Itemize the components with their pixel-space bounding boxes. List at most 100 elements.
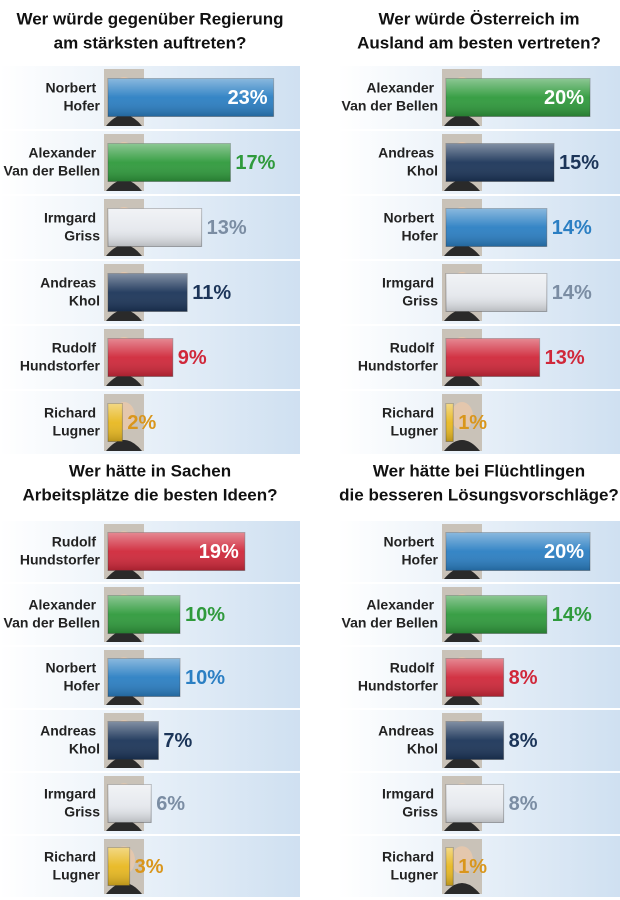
- value-label: 8%: [509, 793, 538, 815]
- bar-gloss: [446, 847, 454, 886]
- value-label: 1%: [458, 412, 487, 434]
- value-label: 10%: [185, 667, 225, 689]
- photo-body: [106, 820, 142, 831]
- photo-body: [444, 820, 480, 831]
- photo-body: [106, 180, 142, 191]
- chart-title: Ausland am besten vertreten?: [357, 33, 601, 52]
- photo-body: [444, 245, 480, 256]
- bar-gloss: [108, 208, 202, 247]
- chart-title: Wer hätte in Sachen: [69, 461, 231, 480]
- bar-gloss: [446, 78, 590, 117]
- candidate-name: Andreas Khol: [378, 722, 438, 756]
- bar-gloss: [446, 208, 547, 247]
- bar-gloss: [446, 403, 454, 442]
- candidate-name: Richard Lugner: [382, 848, 439, 882]
- value-label: 10%: [185, 604, 225, 626]
- candidate-name: Rudolf Hundstorfer: [358, 339, 439, 373]
- photo-body: [106, 568, 142, 579]
- value-label: 14%: [552, 282, 592, 304]
- candidate-name: Norbert Hofer: [384, 533, 439, 567]
- value-label: 20%: [544, 87, 584, 109]
- candidate-name: Rudolf Hundstorfer: [20, 533, 101, 567]
- candidate-name: Alexander Van der Bellen: [4, 596, 100, 630]
- bar-gloss: [446, 532, 590, 571]
- bar-gloss: [446, 595, 547, 634]
- bar-gloss: [446, 784, 504, 823]
- bar-gloss: [446, 273, 547, 312]
- value-label: 14%: [552, 217, 592, 239]
- photo-body: [106, 115, 142, 126]
- value-label: 8%: [509, 667, 538, 689]
- value-label: 20%: [544, 541, 584, 563]
- chart-title: Arbeitsplätze die besten Ideen?: [22, 485, 277, 504]
- row-background: [0, 391, 300, 454]
- photo-body: [106, 631, 142, 642]
- photo-body: [444, 883, 480, 894]
- value-label: 2%: [127, 412, 156, 434]
- candidate-name: Alexander Van der Bellen: [342, 596, 438, 630]
- bar-gloss: [446, 658, 504, 697]
- value-label: 19%: [199, 541, 239, 563]
- candidate-name: Norbert Hofer: [384, 209, 439, 243]
- photo-body: [444, 180, 480, 191]
- row-background: [0, 836, 300, 897]
- candidate-name: Irmgard Griss: [44, 785, 100, 819]
- candidate-name: Irmgard Griss: [44, 209, 100, 243]
- bar-gloss: [108, 338, 173, 377]
- photo-body: [106, 375, 142, 386]
- photo-body: [106, 883, 142, 894]
- bar-gloss: [108, 595, 180, 634]
- bar-gloss: [108, 721, 159, 760]
- bar-gloss: [108, 847, 130, 886]
- candidate-name: Richard Lugner: [382, 404, 439, 438]
- chart-title: Wer hätte bei Flüchtlingen: [373, 461, 585, 480]
- bar-gloss: [108, 78, 274, 117]
- candidate-name: Alexander Van der Bellen: [4, 144, 100, 178]
- chart-title: am stärksten auftreten?: [54, 33, 247, 52]
- value-label: 9%: [178, 347, 207, 369]
- photo-body: [444, 310, 480, 321]
- photo-body: [444, 440, 480, 451]
- value-label: 14%: [552, 604, 592, 626]
- value-label: 13%: [207, 217, 247, 239]
- value-label: 13%: [545, 347, 585, 369]
- candidate-name: Rudolf Hundstorfer: [20, 339, 101, 373]
- photo-head: [451, 402, 473, 430]
- photo-head: [451, 846, 473, 875]
- value-label: 17%: [235, 152, 275, 174]
- candidate-name: Richard Lugner: [44, 404, 101, 438]
- photo-body: [106, 694, 142, 705]
- value-label: 11%: [192, 282, 231, 304]
- chart-title: Wer würde gegenüber Regierung: [16, 9, 283, 28]
- candidate-name: Norbert Hofer: [46, 79, 101, 113]
- value-label: 7%: [163, 730, 192, 752]
- candidate-name: Rudolf Hundstorfer: [358, 659, 439, 693]
- candidate-name: Andreas Khol: [40, 722, 100, 756]
- value-label: 23%: [228, 87, 268, 109]
- value-label: 6%: [156, 793, 185, 815]
- bar-gloss: [108, 403, 123, 442]
- value-label: 1%: [458, 856, 487, 878]
- candidate-name: Irmgard Griss: [382, 785, 438, 819]
- bar-gloss: [446, 143, 554, 182]
- photo-body: [106, 245, 142, 256]
- photo-body: [106, 440, 142, 451]
- photo-body: [444, 694, 480, 705]
- value-label: 3%: [135, 856, 164, 878]
- candidate-name: Irmgard Griss: [382, 274, 438, 308]
- candidate-name: Andreas Khol: [40, 274, 100, 308]
- value-label: 15%: [559, 152, 599, 174]
- bar-gloss: [108, 273, 188, 312]
- photo-body: [444, 631, 480, 642]
- bar-gloss: [108, 143, 231, 182]
- chart-title: die besseren Lösungsvorschläge?: [339, 485, 619, 504]
- bar-gloss: [108, 784, 152, 823]
- bar-gloss: [446, 338, 540, 377]
- candidate-name: Richard Lugner: [44, 848, 101, 882]
- bar-gloss: [446, 721, 504, 760]
- bar-gloss: [108, 658, 180, 697]
- photo-body: [444, 757, 480, 768]
- bar-gloss: [108, 532, 245, 571]
